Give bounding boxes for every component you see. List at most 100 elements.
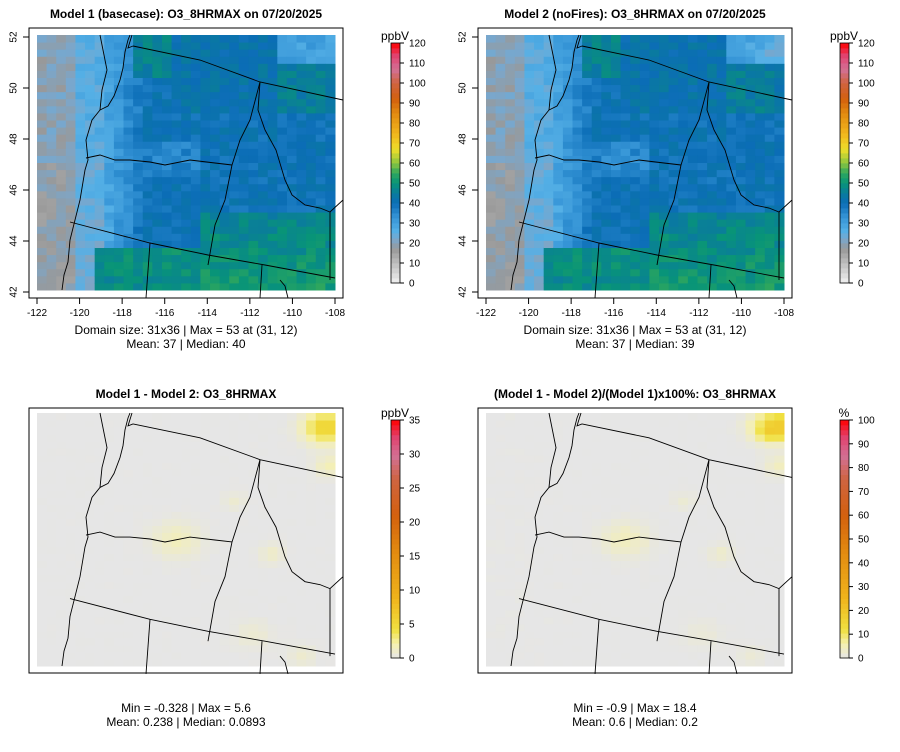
- heatmap-cell: [238, 553, 249, 562]
- heatmap-cell: [277, 219, 288, 227]
- heatmap-cell: [591, 504, 602, 512]
- heatmap-cell: [94, 567, 105, 576]
- colorbar-segment: [391, 509, 400, 515]
- heatmap-cell: [37, 247, 48, 256]
- heatmap-cell: [678, 49, 689, 57]
- heatmap-cell: [543, 134, 554, 142]
- heatmap-cell: [486, 190, 497, 199]
- heatmap-cell: [277, 525, 288, 533]
- heatmap-cell: [133, 98, 144, 107]
- heatmap-cell: [591, 420, 602, 428]
- heatmap-cell: [620, 56, 631, 64]
- heatmap-cell: [123, 581, 134, 590]
- heatmap-cell: [142, 162, 153, 171]
- heatmap-cell: [65, 630, 76, 639]
- colorbar-segment: [840, 218, 849, 224]
- colorbar-segment: [391, 63, 400, 69]
- colorbar-segment: [391, 188, 400, 194]
- heatmap-cell: [113, 602, 125, 611]
- colorbar-segment: [840, 83, 849, 89]
- heatmap-cell: [735, 413, 747, 421]
- x-tick-label: -108: [774, 308, 794, 319]
- heatmap-cell: [142, 532, 153, 540]
- heatmap-cell: [755, 169, 766, 178]
- heatmap-cell: [37, 91, 48, 100]
- heatmap-cell: [630, 49, 641, 57]
- heatmap-cell: [582, 567, 593, 576]
- heatmap-cell: [325, 91, 336, 100]
- heatmap-cell: [210, 441, 221, 449]
- heatmap-cell: [630, 595, 641, 604]
- heatmap-cell: [171, 282, 182, 291]
- heatmap-cell: [755, 420, 766, 428]
- heatmap-cell: [152, 35, 163, 43]
- heatmap-cell: [200, 546, 211, 555]
- heatmap-cell: [210, 455, 221, 463]
- colorbar-segment: [840, 593, 849, 599]
- heatmap-cell: [94, 595, 105, 604]
- heatmap-cell: [267, 490, 278, 498]
- heatmap-cell: [238, 205, 249, 213]
- heatmap-cell: [94, 42, 105, 50]
- id-mt-border: [257, 459, 344, 590]
- heatmap-cell: [524, 525, 535, 533]
- colorbar-tick-label: 50: [858, 179, 870, 190]
- heatmap-cell: [524, 560, 535, 569]
- heatmap-cell: [37, 448, 48, 456]
- heatmap-cell: [601, 476, 612, 484]
- heatmap-cell: [258, 448, 269, 456]
- heatmap-cell: [514, 413, 525, 421]
- heatmap-cell: [296, 539, 307, 548]
- heatmap-cell: [582, 120, 593, 128]
- heatmap-cell: [514, 176, 525, 185]
- heatmap-cell: [524, 616, 535, 625]
- heatmap-cell: [726, 120, 737, 128]
- heatmap-cell: [104, 560, 115, 569]
- heatmap-cell: [486, 525, 497, 533]
- x-tick-label: -116: [155, 308, 175, 319]
- heatmap-cell: [707, 98, 718, 107]
- heatmap-cell: [668, 282, 679, 291]
- heatmap-cell: [315, 226, 326, 234]
- heatmap-cell: [190, 546, 201, 555]
- heatmap-cell: [716, 483, 727, 491]
- heatmap-cell: [591, 169, 602, 178]
- heatmap-cell: [133, 105, 144, 114]
- heatmap-cell: [190, 162, 201, 171]
- colorbar-segment: [391, 258, 400, 264]
- heatmap-cell: [562, 105, 574, 114]
- heatmap-cell: [200, 637, 211, 646]
- heatmap-cell: [553, 623, 564, 632]
- heatmap-cell: [735, 148, 747, 156]
- heatmap-cell: [56, 448, 67, 456]
- heatmap-cell: [306, 427, 317, 435]
- heatmap-cell: [267, 630, 278, 639]
- heatmap-cell: [735, 49, 747, 57]
- lake-shoreline: [728, 655, 738, 675]
- heatmap-cell: [601, 434, 612, 442]
- heatmap-cell: [716, 134, 727, 142]
- heatmap-cell: [142, 413, 153, 421]
- heatmap-cell: [113, 127, 125, 135]
- heatmap-cell: [687, 546, 698, 555]
- heatmap-cell: [610, 581, 622, 590]
- heatmap-cell: [123, 539, 134, 548]
- y-tick-label: 46: [9, 184, 20, 196]
- heatmap-cell: [267, 275, 278, 284]
- heatmap-cell: [123, 553, 134, 562]
- heatmap-cell: [133, 205, 144, 213]
- heatmap-cell: [668, 441, 679, 449]
- heatmap-cell: [200, 490, 211, 498]
- colorbar-segment: [391, 613, 400, 619]
- ca-nv-border: [594, 619, 600, 674]
- heatmap-cell: [514, 602, 525, 611]
- heatmap-cell: [534, 162, 545, 171]
- colorbar-segment: [840, 464, 849, 470]
- heatmap-cell: [755, 56, 766, 64]
- heatmap-cell: [200, 35, 211, 43]
- heatmap-cell: [46, 602, 57, 611]
- heatmap-cell: [543, 630, 554, 639]
- heatmap-cell: [774, 197, 785, 206]
- heatmap-cell: [104, 504, 115, 512]
